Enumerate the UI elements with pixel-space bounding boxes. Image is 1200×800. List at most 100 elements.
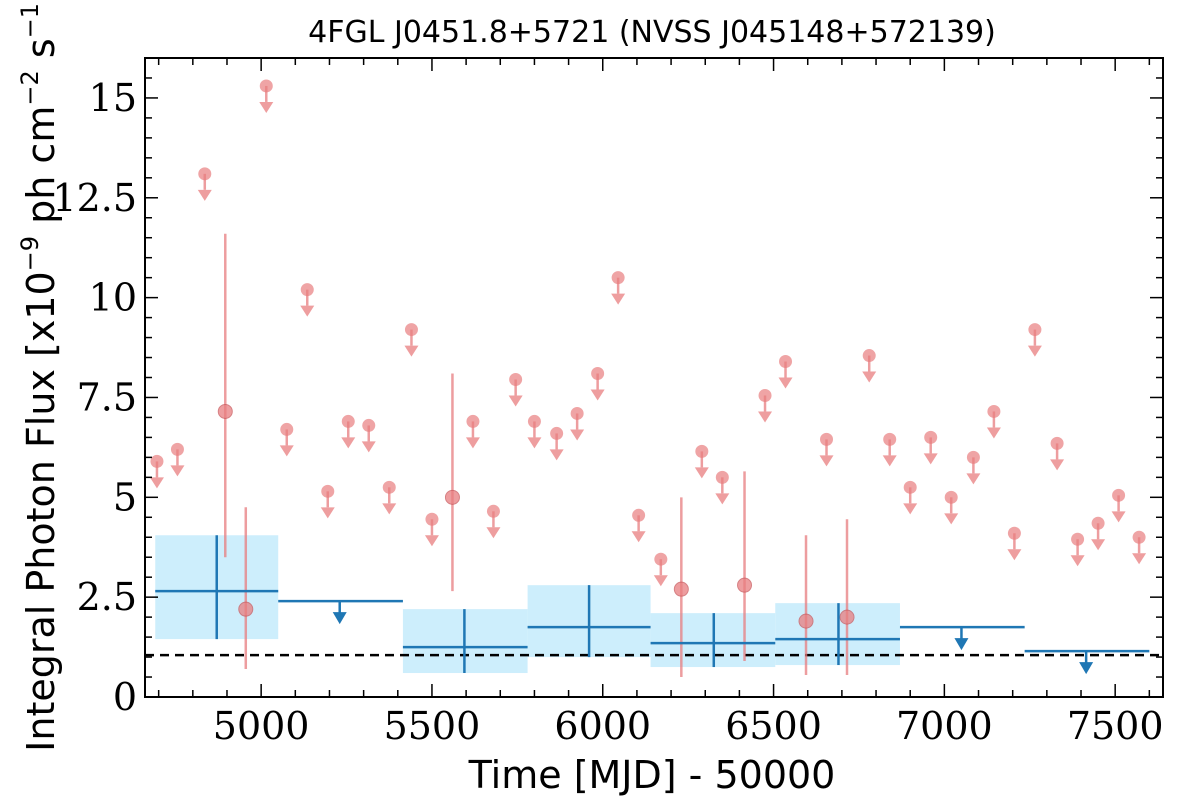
monthly-upper-limit-arrow bbox=[1050, 459, 1065, 471]
monthly-upper-limit-arrow bbox=[259, 101, 274, 113]
yearly-band-layer bbox=[155, 535, 900, 674]
yearly-points-layer bbox=[155, 535, 1150, 675]
monthly-upper-limit-point bbox=[1028, 323, 1042, 337]
yearly-upper-limit-arrow bbox=[954, 638, 969, 651]
y-axis-label-exp1: −9 bbox=[16, 236, 44, 271]
monthly-upper-limit-point bbox=[1112, 488, 1126, 502]
y-tick-label: 10 bbox=[89, 276, 137, 320]
y-axis-label-mid: ph cm bbox=[19, 106, 63, 236]
y-axis-label-tail: s bbox=[19, 38, 63, 70]
monthly-upper-limit-arrow bbox=[1070, 555, 1085, 567]
y-axis-label-exp2: −2 bbox=[16, 70, 44, 105]
monthly-upper-limit-point bbox=[779, 355, 793, 369]
y-axis-label-exp3: −1 bbox=[16, 3, 44, 38]
monthly-upper-limit-arrow bbox=[862, 371, 877, 383]
tick-layer: 5000 5500 6000 6500 7000 7500 0 2.5 5 7.5 10 12.5 15 bbox=[52, 57, 1164, 748]
monthly-upper-limit-point bbox=[321, 484, 335, 498]
monthly-upper-limit-arrow bbox=[590, 389, 605, 401]
monthly-upper-limit-point bbox=[300, 283, 314, 297]
monthly-upper-limit-arrow bbox=[1027, 345, 1042, 357]
monthly-upper-limit-point bbox=[758, 388, 772, 402]
monthly-upper-limit-arrow bbox=[382, 503, 397, 515]
monthly-upper-limit-point bbox=[362, 418, 376, 432]
monthly-upper-limit-point bbox=[198, 167, 212, 181]
monthly-upper-limit-point bbox=[944, 490, 958, 504]
monthly-upper-limit-point bbox=[903, 480, 917, 494]
monthly-upper-limit-arrow bbox=[404, 345, 419, 357]
monthly-upper-limit-arrow bbox=[986, 427, 1001, 439]
chart-title: 4FGL J0451.8+5721 (NVSS J045148+572139) bbox=[308, 15, 996, 50]
monthly-upper-limit-arrow bbox=[758, 411, 773, 423]
monthly-upper-limit-point bbox=[425, 512, 439, 526]
monthly-detection-point bbox=[673, 581, 689, 597]
monthly-upper-limit-point bbox=[1050, 436, 1064, 450]
monthly-upper-limit-arrow bbox=[549, 449, 564, 461]
monthly-detection-point bbox=[839, 609, 855, 625]
monthly-upper-limit-arrow bbox=[903, 503, 918, 515]
monthly-upper-limit-point bbox=[404, 323, 418, 337]
monthly-upper-limit-point bbox=[570, 406, 584, 420]
monthly-upper-limit-arrow bbox=[882, 455, 897, 467]
monthly-upper-limit-arrow bbox=[966, 473, 981, 485]
monthly-detection-point bbox=[444, 489, 460, 505]
y-axis-label: Integral Photon Flux [x10−9 ph cm−2 s−1] bbox=[16, 0, 63, 752]
monthly-upper-limit-arrow bbox=[170, 465, 185, 477]
monthly-upper-limit-point bbox=[924, 430, 938, 444]
monthly-upper-limit-arrow bbox=[944, 513, 959, 525]
monthly-upper-limit-arrow bbox=[715, 493, 730, 505]
monthly-upper-limit-point bbox=[632, 508, 646, 522]
y-axis-label-close: ] bbox=[19, 0, 63, 3]
x-tick-label: 7500 bbox=[1067, 704, 1164, 748]
monthly-upper-limit-arrow bbox=[508, 395, 523, 407]
monthly-upper-limit-arrow bbox=[486, 527, 501, 539]
monthly-upper-limit-point bbox=[654, 552, 668, 566]
x-tick-label: 6000 bbox=[554, 704, 651, 748]
monthly-upper-limit-point bbox=[820, 432, 834, 446]
monthly-upper-limit-point bbox=[1091, 516, 1105, 530]
monthly-upper-limit-point bbox=[1007, 526, 1021, 540]
monthly-upper-limit-arrow bbox=[819, 455, 834, 467]
monthly-upper-limit-point bbox=[883, 432, 897, 446]
x-axis-label: Time [MJD] - 50000 bbox=[468, 753, 836, 797]
monthly-upper-limit-point bbox=[280, 422, 294, 436]
monthly-upper-limit-arrow bbox=[778, 377, 793, 389]
monthly-upper-limit-arrow bbox=[653, 575, 668, 587]
monthly-detection-point bbox=[737, 577, 753, 593]
y-axis-label-main: Integral Photon Flux [x10 bbox=[19, 271, 63, 752]
monthly-upper-limit-arrow bbox=[611, 293, 626, 305]
monthly-upper-limit-arrow bbox=[570, 429, 585, 441]
monthly-upper-limit-arrow bbox=[1007, 549, 1022, 561]
monthly-upper-limit-arrow bbox=[197, 189, 212, 201]
monthly-upper-limit-arrow bbox=[923, 453, 938, 465]
monthly-upper-limit-point bbox=[150, 454, 164, 468]
y-tick-label: 5 bbox=[113, 475, 137, 519]
y-tick-label: 7.5 bbox=[77, 375, 137, 419]
monthly-upper-limit-point bbox=[170, 442, 184, 456]
y-tick-label: 2.5 bbox=[77, 575, 137, 619]
monthly-upper-limit-point bbox=[987, 404, 1001, 418]
monthly-detection-point bbox=[217, 403, 233, 419]
monthly-upper-limit-point bbox=[550, 426, 564, 440]
monthly-upper-limit-point bbox=[382, 480, 396, 494]
x-tick-label: 7000 bbox=[896, 704, 993, 748]
monthly-upper-limit-arrow bbox=[320, 507, 335, 519]
monthly-upper-limit-point bbox=[695, 444, 709, 458]
monthly-upper-limit-arrow bbox=[527, 437, 542, 449]
monthly-upper-limit-arrow bbox=[1091, 539, 1106, 551]
monthly-upper-limit-point bbox=[611, 271, 625, 285]
x-tick-label: 5000 bbox=[213, 704, 310, 748]
monthly-upper-limit-point bbox=[486, 504, 500, 518]
monthly-upper-limit-point bbox=[466, 414, 480, 428]
monthly-upper-limit-point bbox=[341, 414, 355, 428]
x-tick-label: 6500 bbox=[725, 704, 822, 748]
x-tick-label: 5500 bbox=[384, 704, 481, 748]
yearly-upper-limit-arrow bbox=[332, 612, 347, 625]
monthly-upper-limit-point bbox=[259, 79, 273, 93]
y-tick-label: 12.5 bbox=[52, 176, 137, 220]
monthly-detection-point bbox=[238, 601, 254, 617]
monthly-points-layer bbox=[149, 79, 1147, 678]
monthly-upper-limit-arrow bbox=[341, 437, 356, 449]
monthly-upper-limit-arrow bbox=[300, 305, 315, 317]
monthly-upper-limit-point bbox=[862, 349, 876, 363]
monthly-upper-limit-point bbox=[509, 372, 523, 386]
